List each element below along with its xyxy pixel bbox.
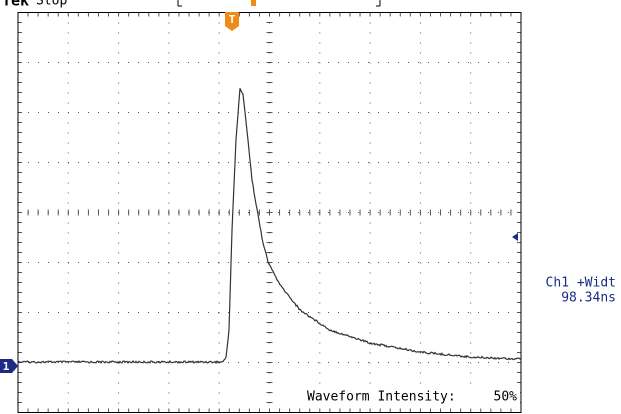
channel-marker-shape	[0, 359, 18, 373]
trigger-level-marker	[512, 233, 518, 241]
brand: Tek	[2, 0, 29, 10]
intensity-value: 50%	[494, 390, 518, 405]
trigger-position	[251, 0, 256, 6]
footer-backing	[304, 386, 520, 407]
measurement-label: Ch1 +Widt	[546, 276, 616, 291]
intensity-label: Waveform Intensity:	[307, 390, 456, 405]
graticule-border	[17, 12, 522, 413]
trigger-marker-shape	[225, 12, 239, 31]
run-status: Stop	[36, 0, 67, 9]
measurement-value: 98.34ns	[561, 291, 616, 306]
trigger-marker: T	[229, 13, 236, 26]
waveform	[17, 88, 522, 365]
record-bracket	[177, 0, 381, 7]
channel-marker: 1	[3, 360, 10, 373]
